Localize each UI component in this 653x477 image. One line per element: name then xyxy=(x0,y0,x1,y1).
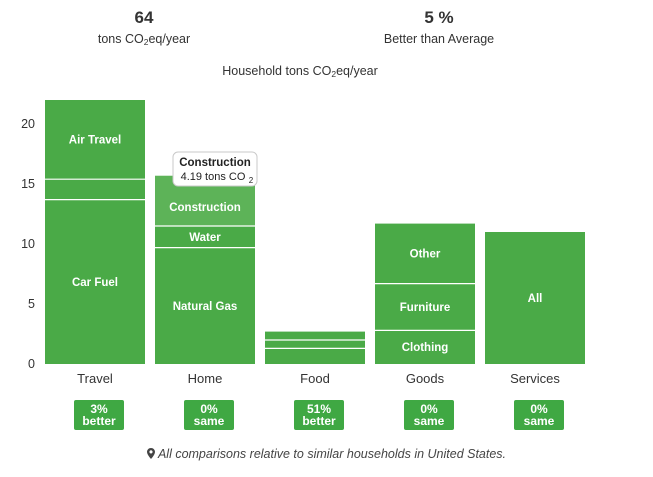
category-label: Services xyxy=(510,371,560,386)
bar-segment xyxy=(45,100,145,180)
badge-goods: 0% same xyxy=(404,400,454,430)
segment-label: Car Fuel xyxy=(72,277,118,289)
tooltip-value-sub: 2 xyxy=(249,176,254,185)
segment-label: Water xyxy=(189,232,221,244)
map-marker-icon xyxy=(146,448,155,459)
bar-segment xyxy=(375,283,475,331)
tooltip-title: Construction xyxy=(179,157,251,169)
bar-segment xyxy=(485,232,585,364)
segment-label: All xyxy=(528,293,543,305)
y-tick-label: 15 xyxy=(21,177,35,191)
segment-label: Construction xyxy=(169,202,241,214)
comparison-stat: 5 % Better than Average xyxy=(364,8,514,48)
tooltip-value: 4.19 tons CO xyxy=(181,171,246,183)
y-tick-label: 5 xyxy=(28,297,35,311)
footnote-text: All comparisons relative to similar hous… xyxy=(157,447,507,461)
chart-title: Household tons CO2eq/year xyxy=(222,64,378,79)
segment-label: Clothing xyxy=(402,342,449,354)
segment-label: Natural Gas xyxy=(173,301,238,313)
category-label: Home xyxy=(188,371,223,386)
tooltip-box xyxy=(172,151,258,187)
segment-label: Air Travel xyxy=(69,135,121,147)
badge-food: 51% better xyxy=(294,400,344,430)
bar-segment xyxy=(265,348,365,364)
bar-segment xyxy=(265,340,365,349)
bar-segment xyxy=(45,179,145,200)
segment-label: Other xyxy=(410,249,441,261)
y-tick-label: 0 xyxy=(28,357,35,371)
category-label: Travel xyxy=(77,371,113,386)
y-tick-label: 10 xyxy=(21,237,35,251)
bar-segment xyxy=(155,226,255,248)
category-label: Food xyxy=(300,371,330,386)
badge-home: 0% same xyxy=(184,400,234,430)
badge-services: 0% same xyxy=(514,400,564,430)
bar-segment xyxy=(45,199,145,364)
total-emissions-stat: 64 tons CO2eq/year xyxy=(74,8,214,48)
total-emissions-value: 64 xyxy=(134,8,154,27)
comparison-label: Better than Average xyxy=(383,32,495,46)
bar-segment xyxy=(375,223,475,284)
badge-travel: 3% better xyxy=(74,400,124,430)
y-tick-label: 20 xyxy=(21,117,35,131)
bar-segment xyxy=(375,330,475,364)
bar-segment xyxy=(155,247,255,364)
segment-label: Furniture xyxy=(400,302,450,314)
comparison-value: 5 % xyxy=(424,8,454,27)
category-label: Goods xyxy=(406,371,445,386)
footnote: All comparisons relative to similar hous… xyxy=(0,447,653,461)
bar-segment xyxy=(265,331,365,340)
total-emissions-unit: tons CO2eq/year xyxy=(97,32,191,47)
